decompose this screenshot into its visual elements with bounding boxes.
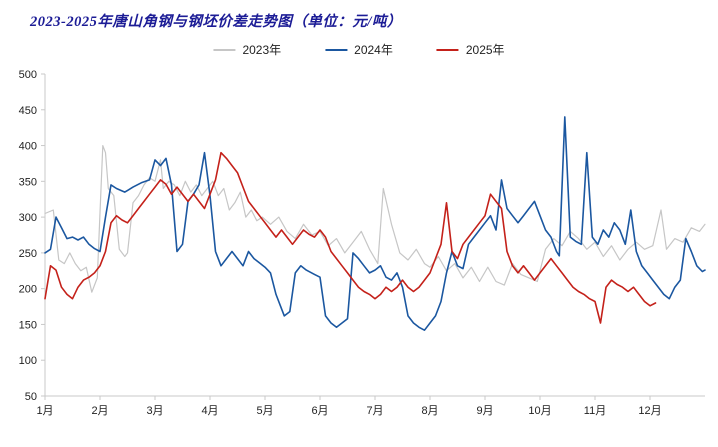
y-axis-tick-label: 50: [25, 391, 37, 403]
chart-title: 2023-2025年唐山角钢与钢坯价差走势图（单位：元/吨）: [30, 14, 402, 30]
legend-swatch-2025-icon: [436, 48, 459, 51]
legend-item-2024: 2024年: [325, 41, 393, 58]
y-axis-tick-label: 300: [19, 212, 37, 224]
legend-item-2023: 2023年: [213, 41, 281, 58]
x-axis-tick-label: 3月: [146, 405, 163, 417]
y-axis-tick-label: 350: [19, 176, 37, 188]
series-line-2024年: [44, 116, 706, 332]
x-axis-tick-label: 6月: [311, 405, 328, 417]
x-axis-tick-label: 11月: [584, 405, 606, 417]
legend-label-2025: 2025年: [465, 43, 505, 57]
y-axis-tick-label: 400: [19, 141, 37, 153]
x-axis-tick-label: 5月: [256, 405, 273, 417]
series-line-2023年: [44, 144, 706, 293]
x-axis-tick-label: 1月: [36, 405, 53, 417]
x-axis-tick-label: 10月: [528, 405, 551, 417]
y-axis-tick-label: 150: [19, 319, 37, 331]
x-axis-tick-label: 2月: [91, 405, 108, 417]
y-axis-tick-label: 250: [19, 248, 37, 260]
series-line-2025年: [44, 151, 657, 324]
legend-label-2024: 2024年: [354, 43, 393, 57]
x-axis-tick-label: 9月: [476, 405, 493, 417]
legend-label-2023: 2023年: [242, 43, 282, 57]
legend-swatch-2023-icon: [213, 48, 236, 51]
x-axis-tick-label: 8月: [421, 405, 438, 417]
x-axis-tick-label: 12月: [638, 405, 661, 417]
y-axis-tick-label: 100: [19, 355, 37, 367]
x-axis-tick-label: 7月: [366, 405, 383, 417]
chart-legend: 2023年 2024年 2025年: [213, 41, 505, 58]
y-axis-tick-label: 450: [19, 105, 37, 117]
y-axis-tick-label: 200: [19, 284, 37, 296]
x-axis-tick-label: 4月: [201, 405, 218, 417]
y-axis-tick-label: 500: [19, 69, 37, 81]
legend-swatch-2024-icon: [325, 48, 348, 51]
legend-item-2025: 2025年: [436, 41, 505, 58]
line-chart: 500 450 400 350 300 250 200 150 100 50 1月 2月 3月 4月 5月 6…: [19, 69, 706, 417]
